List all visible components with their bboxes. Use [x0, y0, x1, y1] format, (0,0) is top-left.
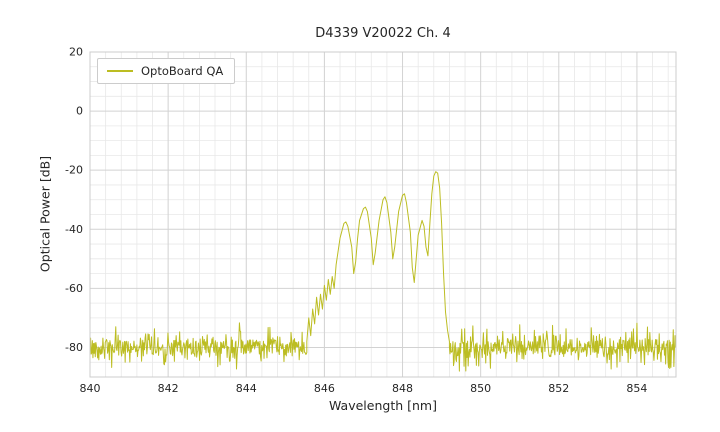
x-tick-label: 842	[158, 382, 179, 395]
x-tick-label: 850	[470, 382, 491, 395]
x-tick-label: 840	[80, 382, 101, 395]
legend-label: OptoBoard QA	[141, 64, 224, 78]
x-tick-label: 844	[236, 382, 257, 395]
y-tick-label: -60	[65, 282, 83, 295]
y-tick-label: 20	[69, 46, 83, 59]
x-tick-label: 848	[392, 382, 413, 395]
plot-border	[89, 51, 677, 378]
x-tick-label: 846	[314, 382, 335, 395]
chart-title: D4339 V20022 Ch. 4	[315, 26, 451, 41]
y-tick-label: -40	[65, 223, 83, 236]
legend: OptoBoard QA	[97, 58, 236, 84]
legend-line-sample	[107, 70, 133, 72]
spectrum-line	[89, 171, 677, 372]
x-tick-label: 854	[626, 382, 647, 395]
y-axis-label: Optical Power [dB]	[37, 155, 53, 273]
x-tick-label: 852	[548, 382, 569, 395]
y-tick-label: -20	[65, 164, 83, 177]
x-axis-label: Wavelength [nm]	[329, 398, 437, 413]
y-tick-label: 0	[76, 105, 83, 118]
y-tick-label: -80	[65, 341, 83, 354]
